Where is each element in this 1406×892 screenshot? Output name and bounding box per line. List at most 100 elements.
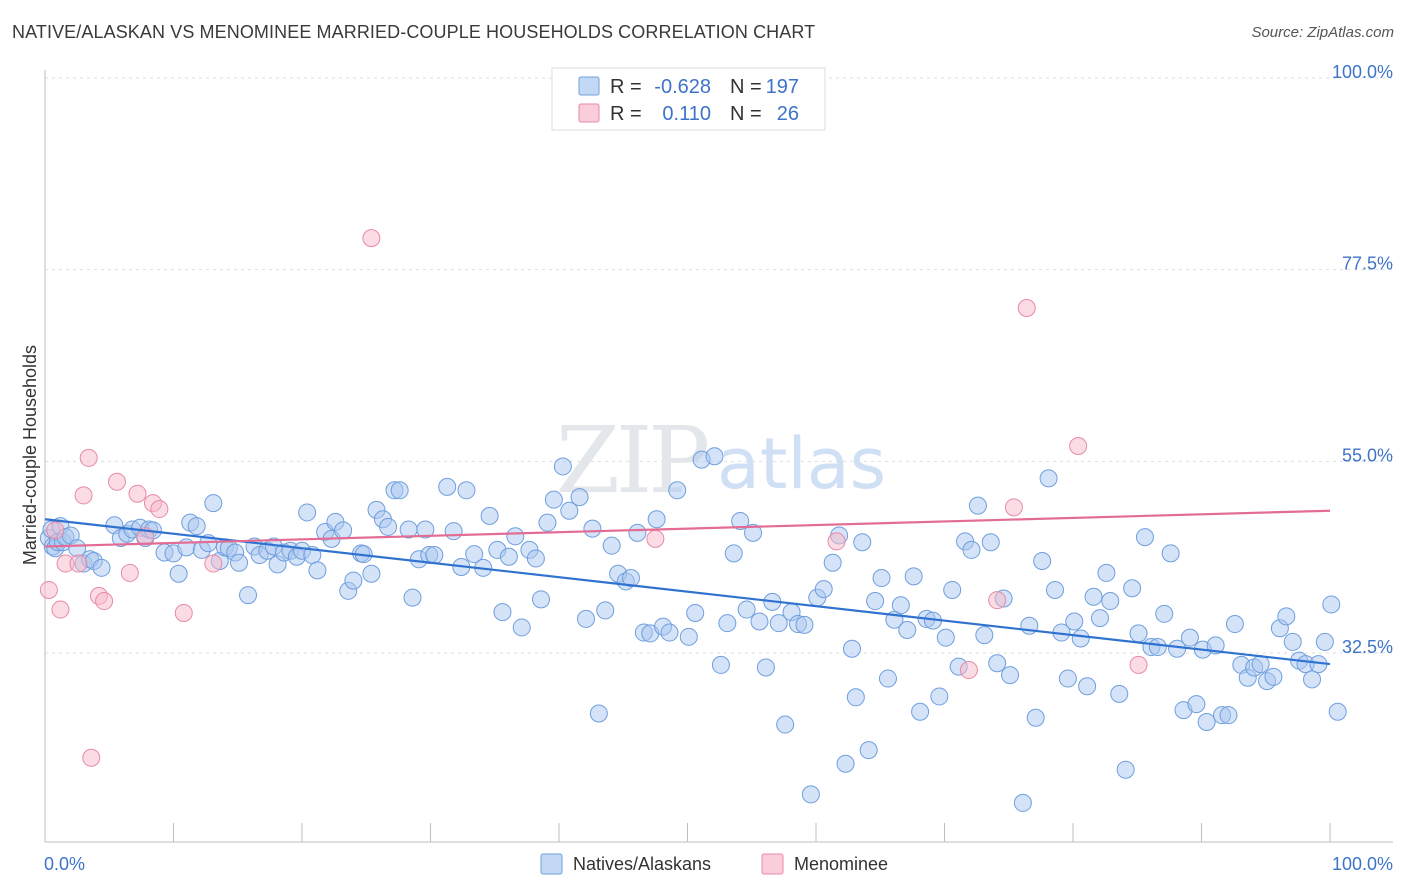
point-menominee (95, 592, 114, 611)
point-natives (1251, 655, 1270, 674)
point-natives (1135, 528, 1154, 547)
stats-legend: R = -0.628 N = 197 R = 0.110 N = 26 (551, 67, 826, 131)
point-natives (718, 614, 737, 633)
point-natives (1148, 638, 1167, 657)
point-natives (239, 586, 258, 605)
point-natives (1225, 615, 1244, 634)
point-natives (379, 517, 398, 536)
point-natives (560, 501, 579, 520)
point-natives (668, 481, 687, 500)
watermark-atlas: atlas (717, 423, 886, 505)
point-natives (981, 533, 1000, 552)
chart-title: NATIVE/ALASKAN VS MENOMINEE MARRIED-COUP… (12, 22, 816, 42)
point-natives (334, 521, 353, 540)
stats-swatch-menominee (578, 103, 600, 123)
point-natives (553, 457, 572, 476)
point-natives (724, 544, 743, 563)
point-menominee (69, 554, 88, 573)
trend-line-natives (44, 518, 1331, 666)
y-tick-label: 77.5% (1342, 254, 1393, 274)
point-natives (425, 546, 444, 565)
point-menominee (82, 748, 101, 767)
point-natives (1123, 579, 1142, 598)
stats-n-label-natives: N = (730, 76, 762, 98)
data-points (39, 229, 1347, 812)
legend-swatch-natives (540, 853, 563, 875)
point-natives (499, 547, 518, 566)
point-natives (1013, 793, 1032, 812)
point-menominee (107, 472, 126, 491)
point-natives (836, 754, 855, 773)
y-tick-labels: 32.5% 55.0% 77.5% 100.0% (1332, 62, 1393, 657)
point-menominee (120, 563, 139, 582)
point-menominee (74, 486, 93, 505)
stats-swatch-natives (578, 76, 600, 96)
point-natives (506, 527, 525, 546)
point-menominee (827, 532, 846, 551)
point-natives (589, 704, 608, 723)
stats-r-value-menominee: 0.110 (662, 103, 711, 125)
point-natives (1129, 624, 1148, 643)
point-natives (583, 519, 602, 538)
legend-label-menominee: Menominee (794, 854, 888, 874)
point-natives (872, 569, 891, 588)
point-menominee (362, 229, 381, 248)
point-natives (1180, 628, 1199, 647)
trend-line-menominee (44, 509, 1331, 548)
point-natives (169, 564, 188, 583)
trend-lines (44, 509, 1331, 666)
point-natives (544, 490, 563, 509)
point-natives (344, 571, 363, 590)
point-natives (814, 580, 833, 599)
point-natives (660, 623, 679, 642)
point-natives (1033, 552, 1052, 570)
point-natives (1155, 604, 1174, 623)
point-natives (647, 510, 666, 529)
point-menominee (988, 591, 1007, 610)
point-natives (769, 614, 788, 633)
point-natives (493, 603, 512, 622)
point-natives (1315, 632, 1334, 651)
point-natives (904, 567, 923, 586)
x-tick-label-min: 0.0% (44, 854, 85, 874)
point-natives (1110, 684, 1129, 703)
point-natives (526, 549, 545, 568)
point-natives (1206, 636, 1225, 655)
y-tick-label: 32.5% (1342, 637, 1393, 657)
point-natives (756, 658, 775, 677)
point-natives (686, 603, 705, 622)
point-natives (1090, 609, 1109, 628)
point-natives (570, 488, 589, 507)
point-natives (480, 506, 499, 525)
point-menominee (1004, 498, 1023, 517)
point-natives (1071, 629, 1090, 648)
point-natives (1001, 666, 1020, 685)
stats-n-value-natives: 197 (766, 76, 799, 98)
point-natives (1078, 677, 1097, 696)
point-natives (911, 702, 930, 721)
point-natives (576, 609, 595, 628)
stats-r-label-menominee: R = (610, 103, 642, 125)
point-natives (532, 590, 551, 609)
point-menominee (1017, 299, 1036, 317)
point-natives (1116, 760, 1135, 779)
point-natives (538, 513, 557, 532)
stats-r-label-natives: R = (610, 76, 642, 98)
point-natives (842, 639, 861, 658)
point-natives (1277, 607, 1296, 626)
grid-lines (45, 77, 1393, 654)
point-menominee (1129, 655, 1148, 674)
point-menominee (1069, 437, 1088, 455)
point-menominee (150, 500, 169, 519)
legend-swatch-menominee (761, 853, 784, 875)
point-natives (988, 654, 1007, 673)
series-legend: Natives/Alaskans Menominee (540, 853, 888, 875)
point-natives (975, 626, 994, 645)
point-natives (776, 715, 795, 734)
point-natives (1283, 632, 1302, 651)
point-natives (679, 627, 698, 646)
point-natives (1026, 708, 1045, 727)
point-natives (795, 615, 814, 634)
point-natives (898, 621, 917, 639)
